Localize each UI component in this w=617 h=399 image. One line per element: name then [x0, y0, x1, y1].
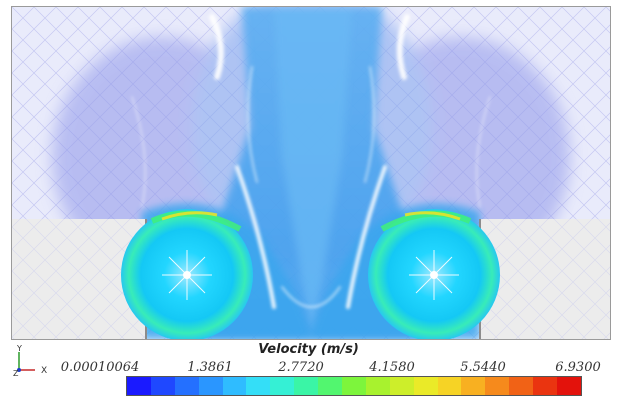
colorbar-segment — [557, 377, 581, 395]
right-vortex — [368, 209, 500, 339]
legend-tick-5: 6.9300 — [555, 360, 601, 375]
colorbar-segment — [413, 377, 438, 395]
colorbar-segment — [533, 377, 558, 395]
colorbar-segment — [318, 377, 343, 395]
colorbar-segment — [437, 377, 462, 395]
colorbar-segment — [485, 377, 510, 395]
colorbar-segment — [174, 377, 199, 395]
legend-tick-2: 2.7720 — [278, 360, 324, 375]
legend-ticks: 0.00010064 1.3861 2.7720 4.1580 5.5440 6… — [58, 360, 617, 376]
axis-label-x: X — [41, 366, 47, 376]
velocity-field-image — [12, 7, 610, 339]
legend-tick-0: 0.00010064 — [60, 360, 140, 375]
left-vortex — [121, 209, 253, 339]
legend-title: Velocity (m/s) — [258, 342, 359, 357]
colorbar-segment — [365, 377, 390, 395]
axis-label-z: Z — [13, 369, 19, 378]
colorbar-segment — [461, 377, 486, 395]
colorbar-segment — [222, 377, 247, 395]
colorbar-segment — [509, 377, 534, 395]
colorbar-segment — [246, 377, 271, 395]
colorbar-segment — [294, 377, 319, 395]
legend-tick-3: 4.1580 — [369, 360, 415, 375]
colorbar-segment — [389, 377, 414, 395]
axes-triad: Y Z X — [13, 344, 47, 378]
colorbar-segment — [127, 377, 151, 395]
white-streaks — [131, 14, 491, 309]
colorbar-segment — [270, 377, 295, 395]
velocity-colorbar — [126, 376, 582, 396]
colorbar-segment — [198, 377, 223, 395]
axis-label-y: Y — [16, 344, 22, 353]
legend-tick-1: 1.3861 — [187, 360, 233, 375]
colorbar-segment — [342, 377, 366, 395]
legend-tick-4: 5.5440 — [460, 360, 506, 375]
colorbar-segment — [150, 377, 175, 395]
velocity-field-viewport[interactable] — [11, 6, 611, 340]
